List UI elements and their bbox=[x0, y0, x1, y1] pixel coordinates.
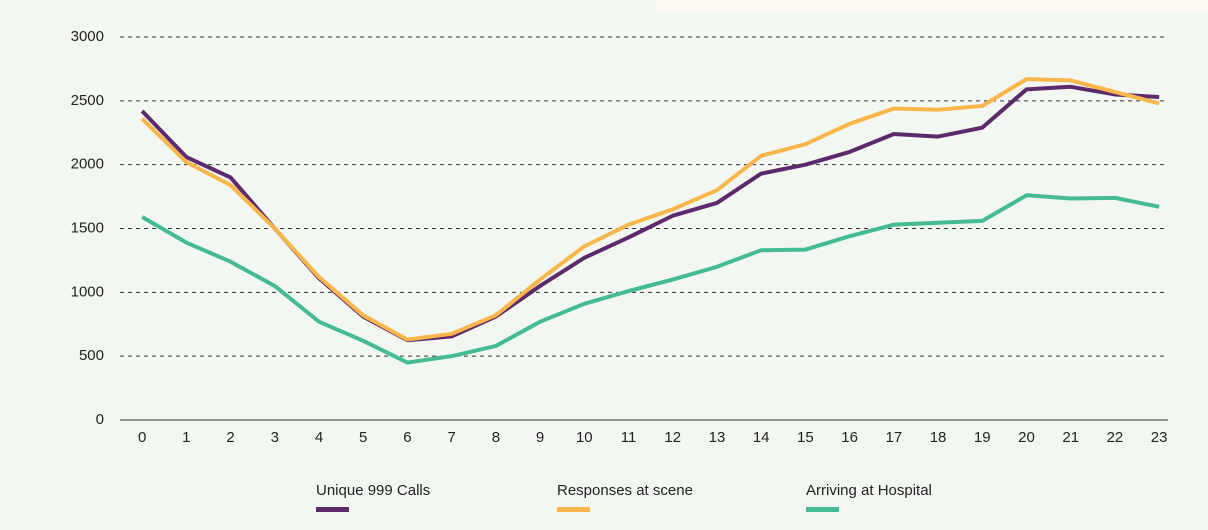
x-tick-label: 14 bbox=[753, 429, 770, 446]
y-tick-label: 1500 bbox=[71, 219, 104, 236]
legend-swatch bbox=[316, 507, 349, 512]
x-tick-label: 20 bbox=[1018, 429, 1035, 446]
x-tick-label: 5 bbox=[359, 429, 367, 446]
x-tick-label: 19 bbox=[974, 429, 991, 446]
x-tick-label: 22 bbox=[1107, 429, 1124, 446]
x-tick-label: 18 bbox=[930, 429, 947, 446]
x-tick-label: 21 bbox=[1062, 429, 1079, 446]
legend-label: Unique 999 Calls bbox=[316, 482, 430, 499]
x-tick-label: 1 bbox=[182, 429, 190, 446]
y-tick-label: 1000 bbox=[71, 283, 104, 300]
series-line bbox=[141, 193, 1160, 365]
y-tick-label: 0 bbox=[96, 411, 104, 428]
y-tick-label: 3000 bbox=[71, 28, 104, 45]
x-tick-label: 11 bbox=[621, 429, 637, 446]
y-tick-label: 500 bbox=[79, 347, 104, 364]
x-tick-label: 23 bbox=[1151, 429, 1168, 446]
y-tick-label: 2500 bbox=[71, 92, 104, 109]
x-tick-label: 3 bbox=[271, 429, 279, 446]
x-tick-label: 17 bbox=[885, 429, 902, 446]
x-tick-label: 13 bbox=[709, 429, 726, 446]
series-line bbox=[140, 77, 1160, 342]
x-tick-label: 2 bbox=[226, 429, 234, 446]
legend-label: Responses at scene bbox=[557, 482, 693, 499]
legend-swatch bbox=[806, 507, 839, 512]
x-tick-label: 4 bbox=[315, 429, 323, 446]
x-tick-label: 7 bbox=[447, 429, 455, 446]
legend-label: Arriving at Hospital bbox=[806, 482, 932, 499]
top-panel bbox=[655, 0, 1208, 14]
x-tick-label: 6 bbox=[403, 429, 411, 446]
x-tick-label: 12 bbox=[664, 429, 681, 446]
x-tick-label: 0 bbox=[138, 429, 146, 446]
x-tick-label: 8 bbox=[492, 429, 500, 446]
x-tick-label: 9 bbox=[536, 429, 544, 446]
x-tick-label: 15 bbox=[797, 429, 814, 446]
y-tick-label: 2000 bbox=[71, 156, 104, 173]
x-tick-label: 16 bbox=[841, 429, 858, 446]
x-tick-label: 10 bbox=[576, 429, 593, 446]
legend-swatch bbox=[557, 507, 590, 512]
